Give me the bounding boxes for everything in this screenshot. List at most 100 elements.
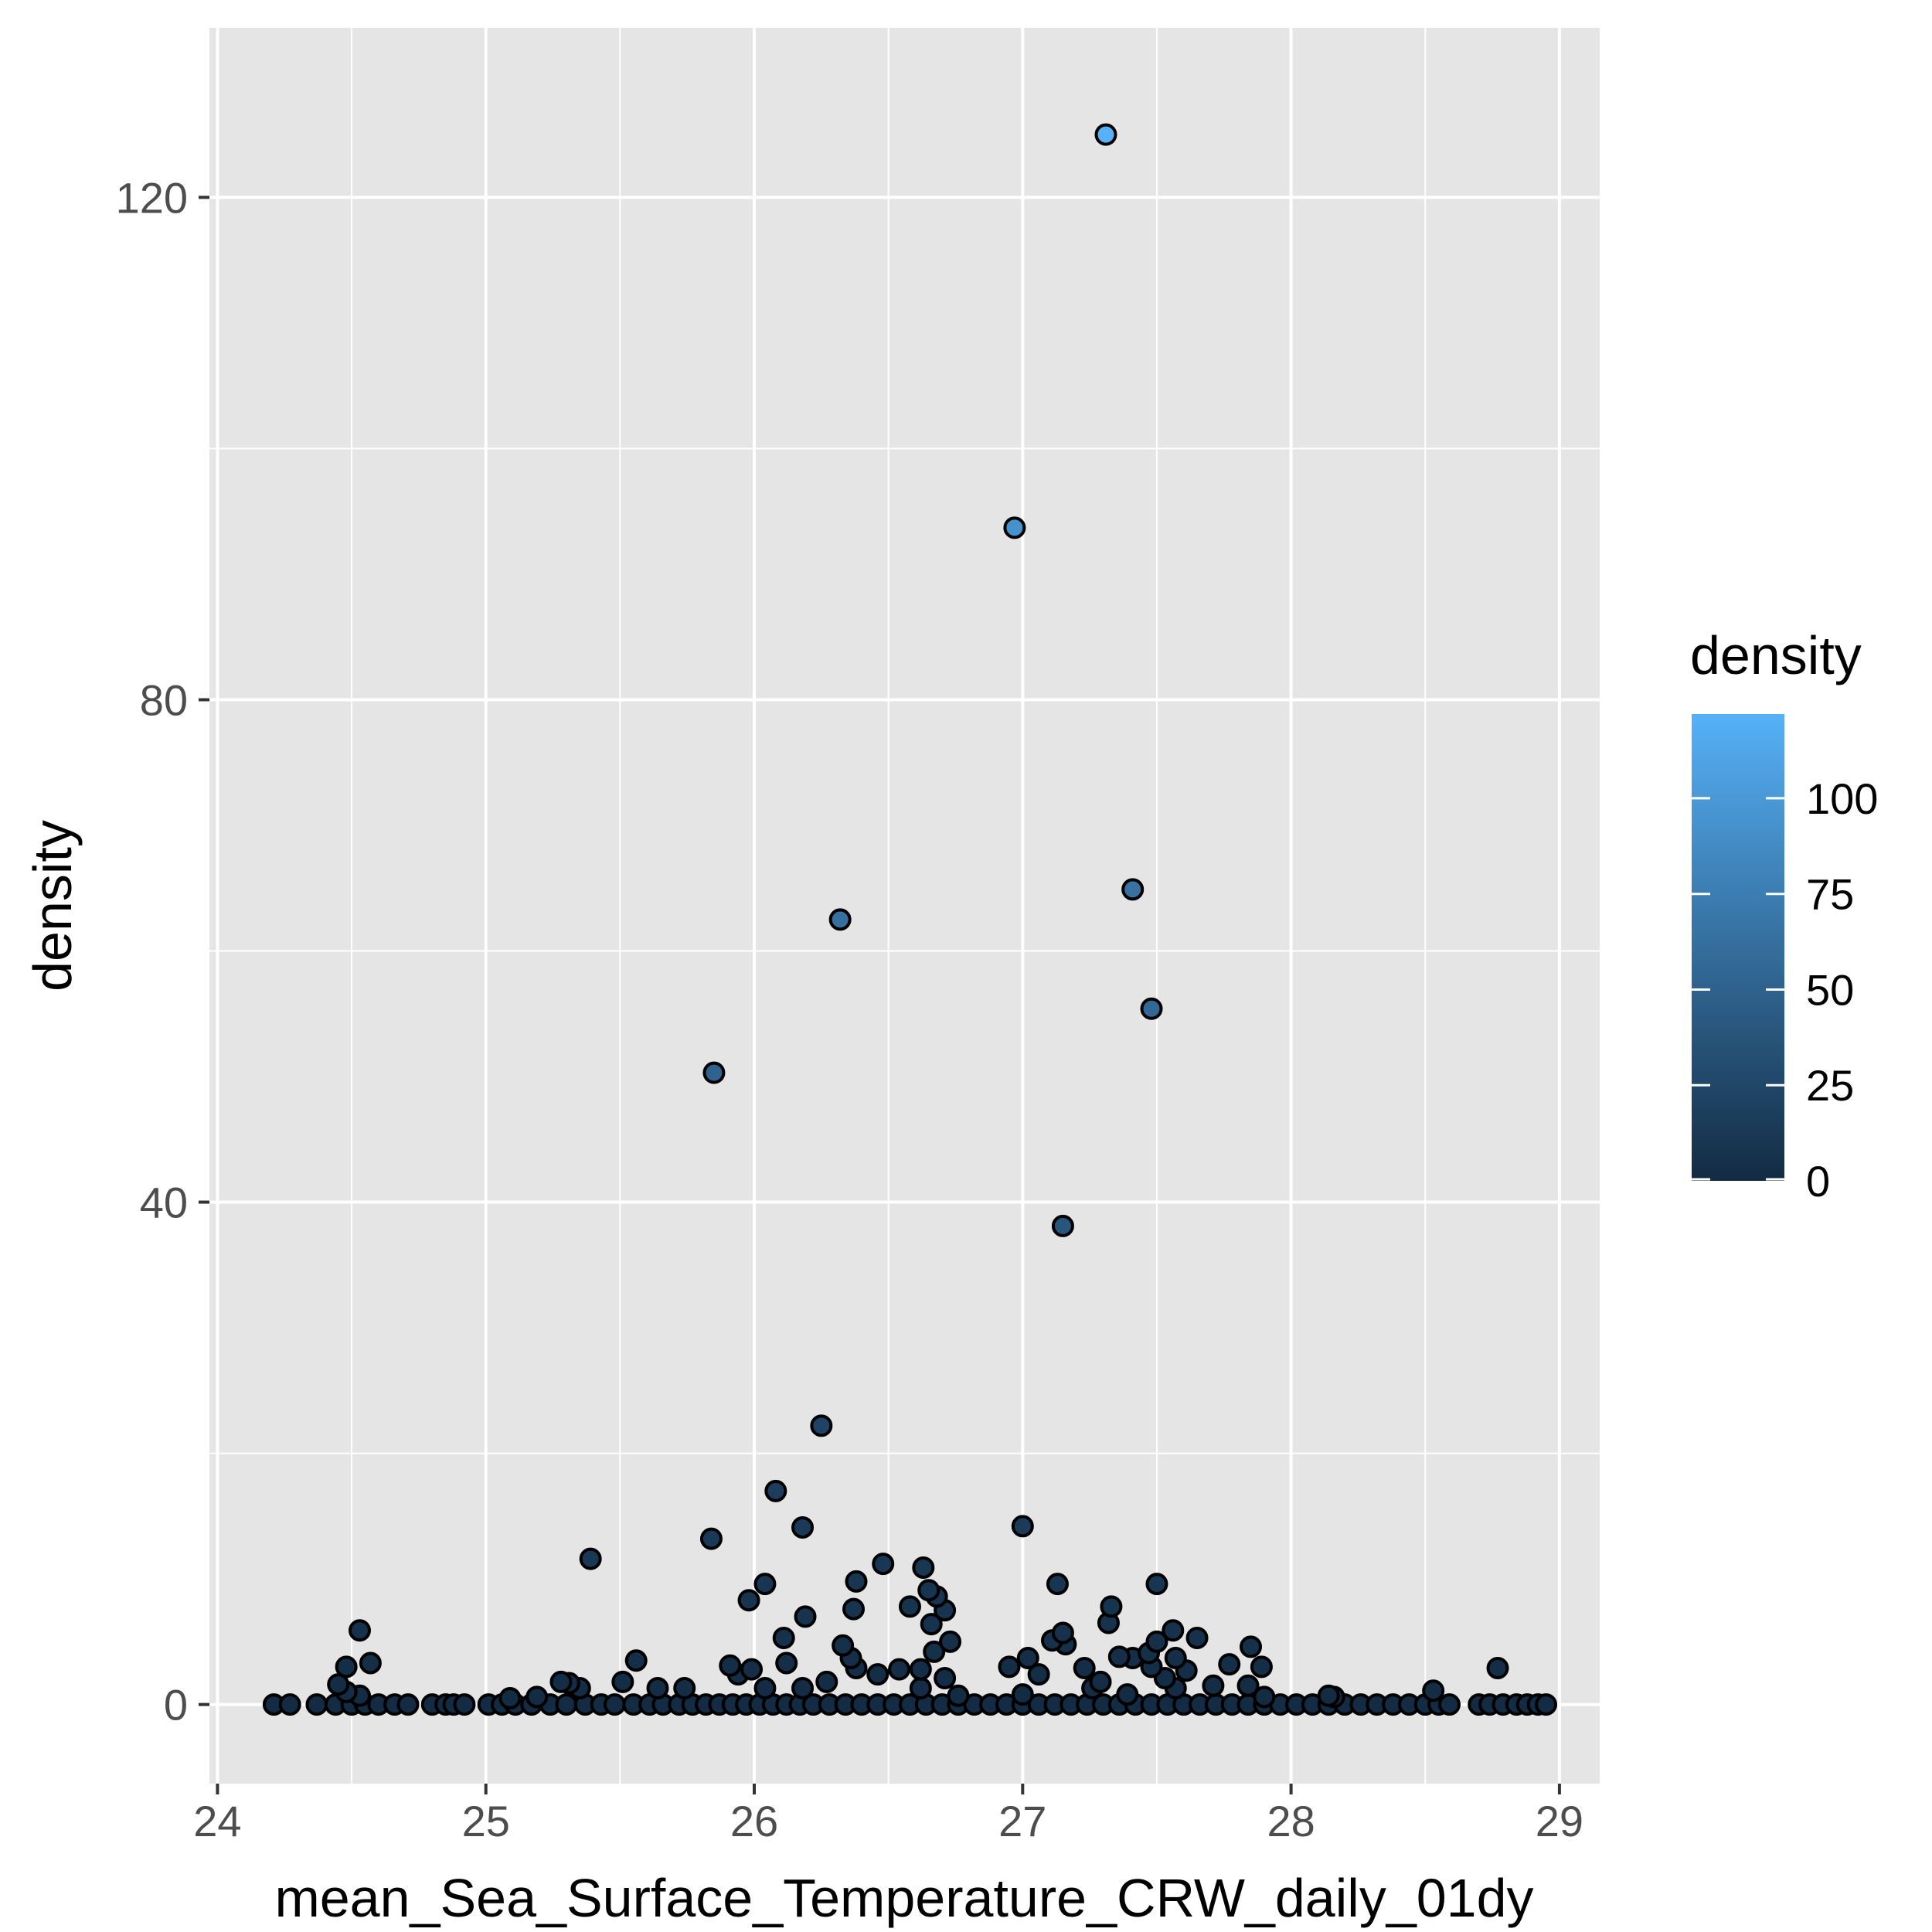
data-point <box>1317 1684 1340 1707</box>
data-point <box>912 1556 935 1579</box>
major-gridlines <box>209 28 1600 1784</box>
minor-gridlines <box>209 28 1600 1784</box>
data-point <box>737 1589 760 1612</box>
data-point <box>1073 1656 1096 1679</box>
data-point <box>1236 1674 1260 1697</box>
data-point <box>327 1673 350 1696</box>
data-point <box>673 1676 696 1699</box>
data-point <box>1140 997 1163 1020</box>
data-point <box>810 1414 833 1437</box>
legend-tick-label: 50 <box>1806 965 1854 1014</box>
data-point <box>898 1595 921 1618</box>
y-tick-label: 120 <box>116 173 188 222</box>
data-point <box>348 1619 371 1642</box>
data-point <box>828 908 852 931</box>
x-tick-label: 28 <box>1267 1797 1315 1845</box>
data-point <box>1202 1674 1225 1697</box>
data-point <box>396 1693 420 1716</box>
data-point <box>526 1685 549 1709</box>
data-point <box>791 1515 815 1539</box>
data-point <box>453 1693 476 1716</box>
data-point <box>845 1570 868 1593</box>
data-point <box>794 1605 817 1628</box>
data-point <box>1116 1683 1139 1706</box>
data-point <box>998 1655 1021 1679</box>
data-point <box>947 1684 970 1707</box>
x-axis-title: mean_Sea_Surface_Temperature_CRW_daily_0… <box>274 1868 1533 1928</box>
legend-tick-label: 25 <box>1806 1061 1854 1110</box>
legend-tick-label: 0 <box>1806 1157 1830 1206</box>
data-point <box>764 1479 787 1502</box>
data-point <box>1486 1656 1509 1679</box>
data-point <box>579 1547 602 1570</box>
x-tick-label: 29 <box>1536 1797 1583 1845</box>
data-points <box>262 123 1558 1716</box>
data-point <box>1011 1683 1034 1706</box>
data-point <box>1253 1685 1276 1709</box>
data-point <box>842 1597 866 1621</box>
plot-panel <box>209 28 1600 1784</box>
data-point <box>1094 123 1117 146</box>
data-point <box>1016 1646 1039 1669</box>
data-point <box>791 1676 815 1699</box>
data-point <box>1051 1214 1074 1237</box>
data-point <box>1535 1693 1558 1716</box>
data-point <box>1089 1670 1112 1693</box>
y-axis-title: density <box>22 820 83 992</box>
data-point <box>753 1573 777 1596</box>
data-point <box>888 1658 911 1681</box>
data-point <box>866 1663 889 1686</box>
data-point <box>699 1527 723 1550</box>
y-tick-label: 80 <box>140 675 188 724</box>
data-point <box>702 1061 726 1084</box>
y-axis: 0 40 80 120 <box>116 173 209 1730</box>
data-point <box>1051 1621 1074 1645</box>
data-point <box>832 1634 855 1657</box>
data-point <box>1003 516 1026 539</box>
data-point <box>1240 1635 1263 1658</box>
data-point <box>624 1649 648 1672</box>
data-point <box>1145 1573 1168 1596</box>
data-point <box>909 1658 932 1681</box>
x-axis: 24 25 26 27 28 29 <box>193 1784 1583 1845</box>
data-point <box>498 1686 522 1709</box>
data-point <box>775 1651 798 1675</box>
data-point <box>772 1626 795 1649</box>
data-point <box>549 1670 573 1693</box>
x-tick-label: 24 <box>193 1797 241 1845</box>
data-point <box>305 1693 328 1716</box>
x-tick-label: 26 <box>730 1797 778 1845</box>
data-point <box>1164 1646 1187 1669</box>
data-point <box>646 1676 669 1699</box>
data-point <box>1162 1619 1185 1642</box>
data-point <box>1100 1595 1123 1618</box>
legend-title: density <box>1690 625 1862 685</box>
color-legend: density 0 25 50 75 100 <box>1690 625 1878 1206</box>
data-point <box>917 1579 940 1602</box>
data-point <box>1121 878 1145 901</box>
legend-tick-label: 75 <box>1806 870 1854 919</box>
data-point <box>939 1630 962 1653</box>
data-point <box>611 1670 634 1693</box>
data-point <box>872 1553 895 1576</box>
data-point <box>719 1654 742 1677</box>
data-point <box>1422 1679 1445 1702</box>
legend-colorbar <box>1692 714 1784 1181</box>
data-point <box>923 1640 946 1663</box>
data-point <box>753 1676 777 1699</box>
legend-tick-label: 100 <box>1806 774 1878 823</box>
data-point <box>1145 1630 1168 1653</box>
data-point <box>815 1670 838 1693</box>
data-point <box>920 1613 943 1636</box>
data-point <box>555 1693 578 1716</box>
data-point <box>335 1655 358 1679</box>
data-point <box>1027 1663 1050 1686</box>
y-tick-label: 0 <box>164 1681 188 1730</box>
y-tick-label: 40 <box>140 1179 188 1227</box>
data-point <box>359 1651 382 1675</box>
data-point <box>1011 1515 1034 1538</box>
data-point <box>1250 1655 1273 1679</box>
data-point <box>278 1693 301 1716</box>
data-point <box>909 1676 932 1699</box>
